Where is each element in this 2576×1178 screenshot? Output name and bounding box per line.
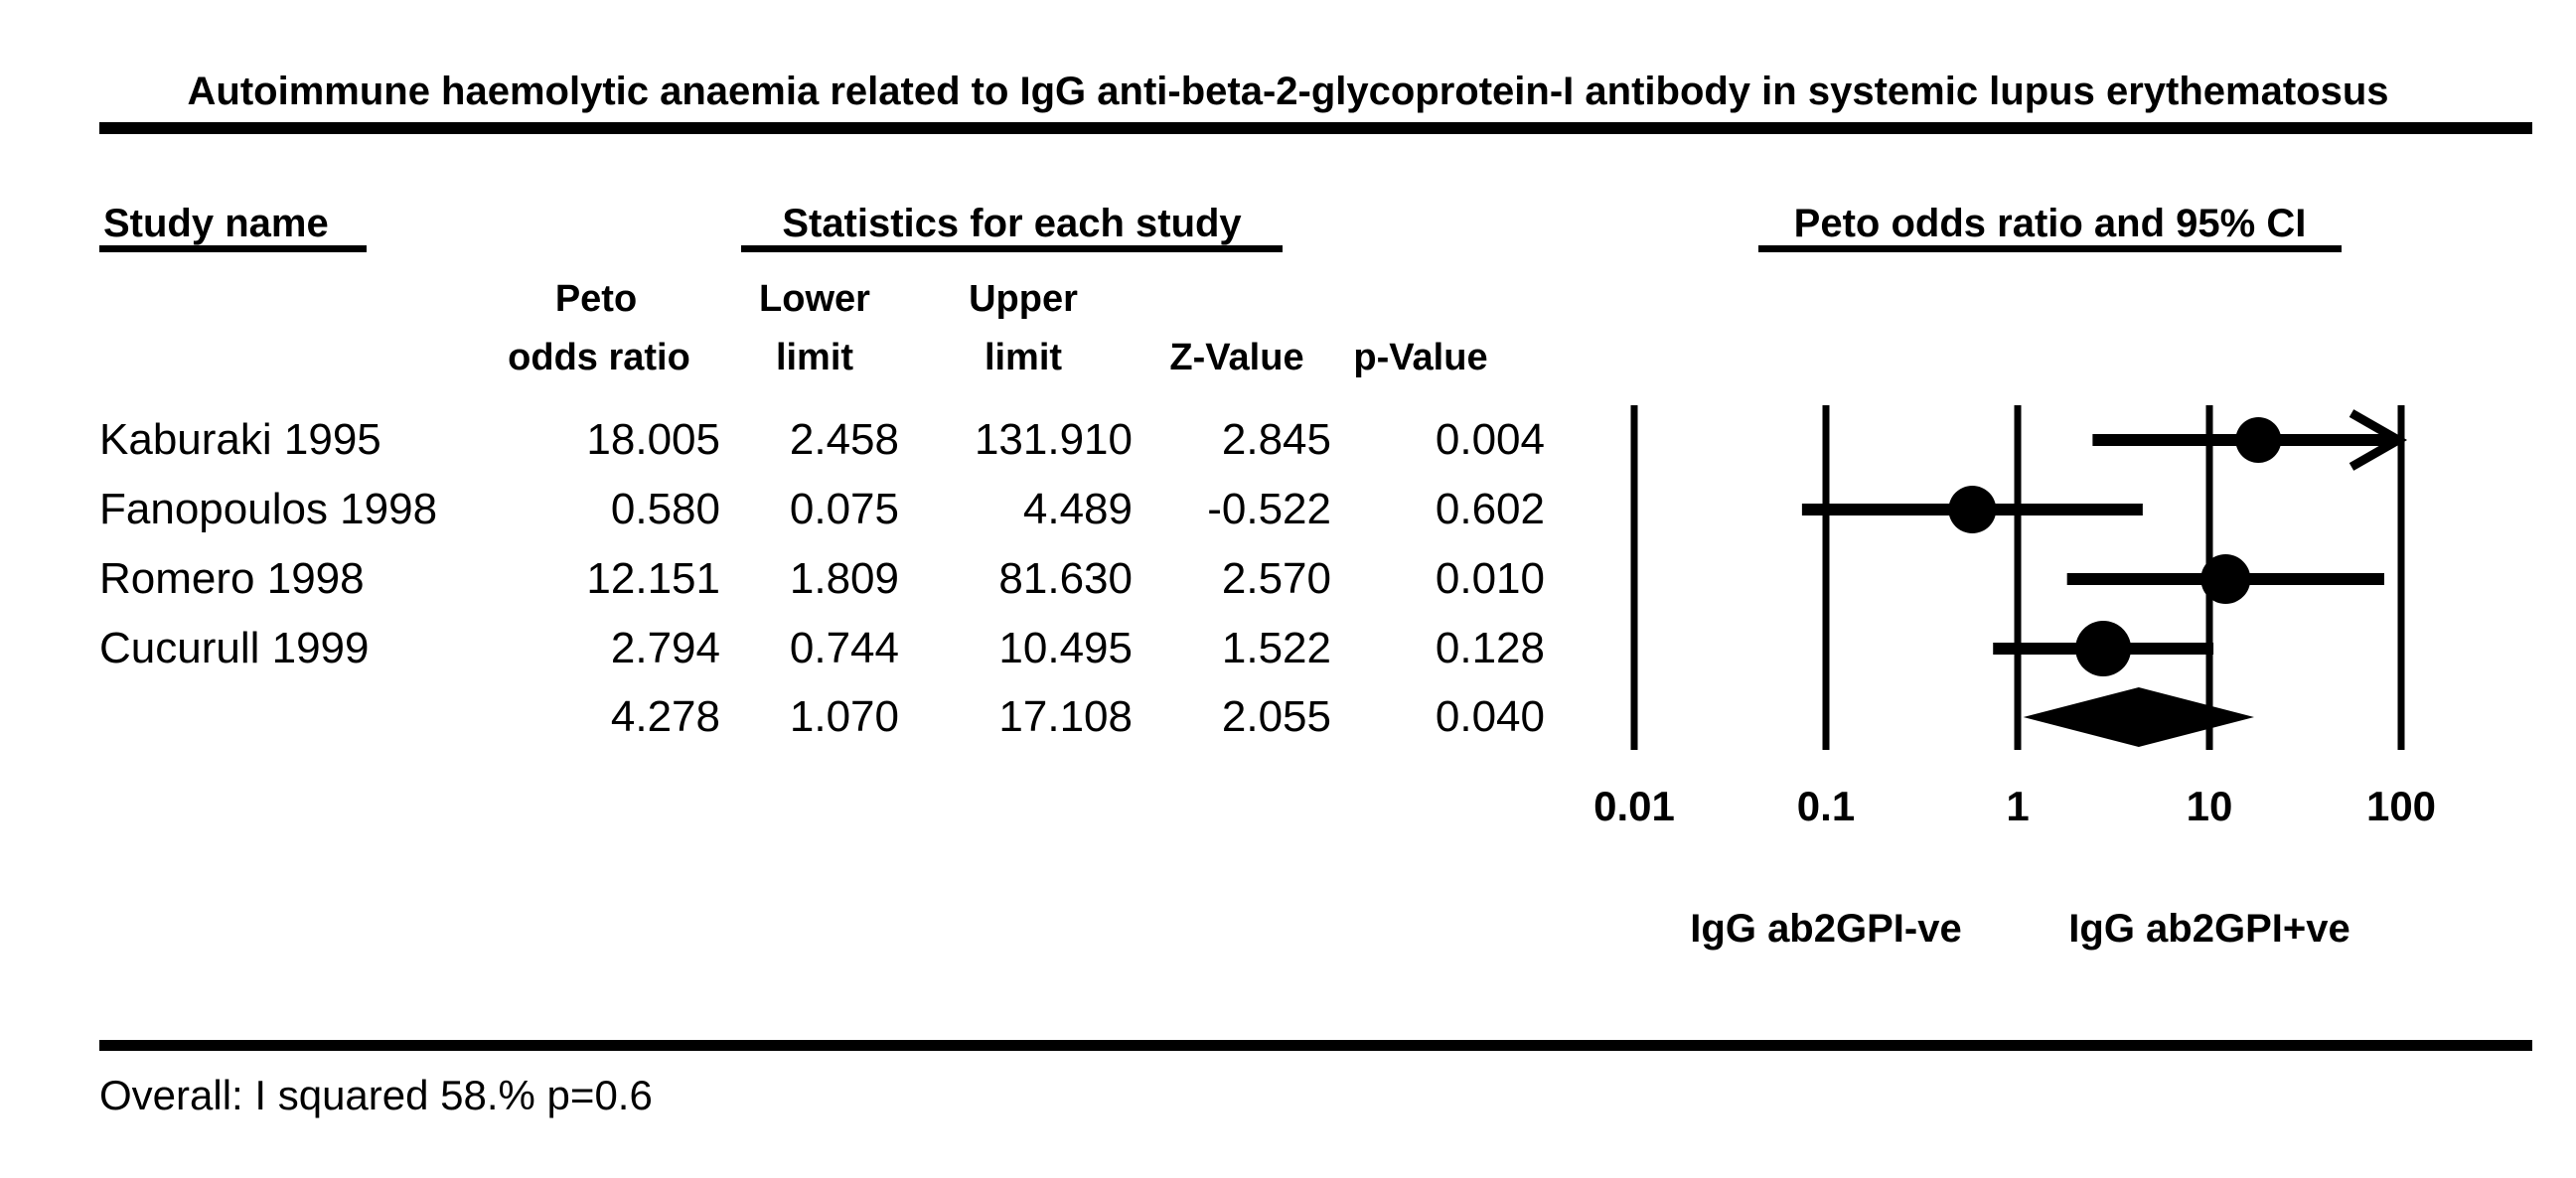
table-cell-peto: 2.794 xyxy=(610,624,720,672)
table-cell-upper: 17.108 xyxy=(998,692,1133,741)
group-label-negative: IgG ab2GPI-ve xyxy=(1690,907,1962,951)
table-cell-p: 0.128 xyxy=(1435,624,1545,672)
table-cell-p: 0.602 xyxy=(1435,485,1545,533)
group-label-positive: IgG ab2GPI+ve xyxy=(2068,907,2350,951)
underline-study-name xyxy=(99,245,367,252)
table-cell-z: 2.845 xyxy=(1221,415,1331,464)
col-header-z-value: Z-Value xyxy=(1169,337,1304,378)
underline-statistics xyxy=(741,245,1283,252)
col-header-upper-line2: limit xyxy=(984,337,1063,378)
col-header-lower-line2: limit xyxy=(775,337,854,378)
axis-tick-label: 0.1 xyxy=(1796,783,1856,829)
table-cell-lower: 0.744 xyxy=(789,624,899,672)
table-cell-p: 0.010 xyxy=(1435,554,1545,603)
table-cell-upper: 10.495 xyxy=(998,624,1133,672)
table-cell-p: 0.040 xyxy=(1435,692,1545,741)
col-header-p-value: p-Value xyxy=(1353,337,1488,378)
table-row-study-name: Fanopoulos 1998 xyxy=(99,485,438,533)
table-cell-peto: 0.580 xyxy=(610,485,720,533)
underline-plot xyxy=(1758,245,2342,252)
table-cell-z: 1.522 xyxy=(1221,624,1331,672)
table-cell-lower: 1.070 xyxy=(789,692,899,741)
top-rule xyxy=(99,122,2532,134)
header-study-name: Study name xyxy=(103,202,329,245)
table-cell-upper: 4.489 xyxy=(1022,485,1133,533)
table-cell-peto: 12.151 xyxy=(586,554,720,603)
table-row-study-name: Romero 1998 xyxy=(99,554,365,603)
col-header-upper-line1: Upper xyxy=(969,278,1078,320)
table-row-study-name: Kaburaki 1995 xyxy=(99,415,381,464)
table-cell-upper: 131.910 xyxy=(974,415,1133,464)
axis-tick-label: 10 xyxy=(2186,783,2233,829)
study-point-marker xyxy=(2235,417,2282,463)
ci-clip-arrow xyxy=(2349,409,2408,471)
study-point-marker xyxy=(1948,486,1997,533)
col-header-peto-line2: odds ratio xyxy=(508,337,690,378)
header-statistics: Statistics for each study xyxy=(782,202,1242,245)
table-cell-z: 2.055 xyxy=(1221,692,1331,741)
table-cell-lower: 2.458 xyxy=(789,415,899,464)
table-cell-p: 0.004 xyxy=(1435,415,1545,464)
col-header-peto-line1: Peto xyxy=(554,278,638,320)
table-cell-z: -0.522 xyxy=(1207,485,1331,533)
summary-diamond xyxy=(2023,687,2255,747)
heterogeneity-note: Overall: I squared 58.% p=0.6 xyxy=(99,1072,653,1118)
axis-tick-label: 100 xyxy=(2365,783,2437,829)
axis-tick-label: 0.01 xyxy=(1593,783,1675,829)
header-plot: Peto odds ratio and 95% CI xyxy=(1793,202,2307,245)
study-point-marker xyxy=(2200,554,2251,604)
table-row-study-name: Cucurull 1999 xyxy=(99,624,370,672)
axis-tick-label: 1 xyxy=(2006,783,2030,829)
study-point-marker xyxy=(2075,621,2132,676)
figure-title: Autoimmune haemolytic anaemia related to… xyxy=(187,70,2389,113)
table-cell-peto: 4.278 xyxy=(610,692,720,741)
table-cell-peto: 18.005 xyxy=(586,415,720,464)
table-cell-lower: 1.809 xyxy=(789,554,899,603)
table-cell-upper: 81.630 xyxy=(998,554,1133,603)
table-cell-lower: 0.075 xyxy=(789,485,899,533)
col-header-lower-line1: Lower xyxy=(759,278,870,320)
bottom-rule xyxy=(99,1040,2532,1051)
table-cell-z: 2.570 xyxy=(1221,554,1331,603)
